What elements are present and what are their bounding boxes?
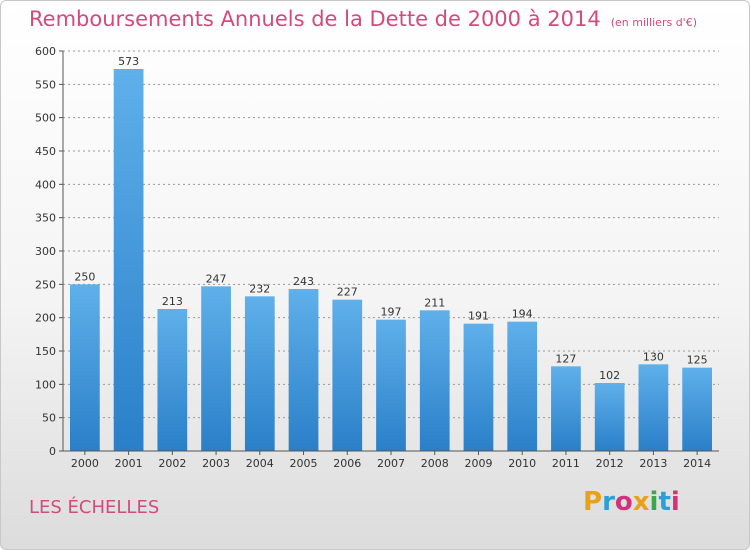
proxiti-logo: Proxiti xyxy=(583,487,680,517)
bar-value-label: 211 xyxy=(424,296,445,309)
bar-value-label: 130 xyxy=(643,350,664,363)
x-tick-label: 2011 xyxy=(552,457,580,470)
bar xyxy=(332,299,363,451)
bar xyxy=(244,296,275,451)
bar-value-label: 194 xyxy=(512,308,533,321)
bar-value-label: 573 xyxy=(118,55,139,68)
y-tick-label: 50 xyxy=(42,412,56,425)
bar-value-label: 227 xyxy=(337,286,358,299)
logo-letter: i xyxy=(649,487,659,517)
bar xyxy=(113,69,144,451)
y-tick-label: 250 xyxy=(35,278,56,291)
bar xyxy=(69,284,100,451)
logo-letter: o xyxy=(614,487,633,517)
bar-value-label: 125 xyxy=(687,354,708,367)
x-tick-label: 2003 xyxy=(202,457,230,470)
x-tick-label: 2005 xyxy=(290,457,318,470)
y-tick-label: 600 xyxy=(35,45,56,58)
bar xyxy=(463,323,494,451)
x-tick-label: 2006 xyxy=(333,457,361,470)
bar xyxy=(157,309,188,451)
x-tick-label: 2014 xyxy=(683,457,711,470)
y-tick-label: 200 xyxy=(35,312,56,325)
bar-value-label: 232 xyxy=(249,282,270,295)
logo-letter: P xyxy=(583,487,603,517)
x-tick-label: 2007 xyxy=(377,457,405,470)
y-tick-label: 350 xyxy=(35,212,56,225)
y-tick-label: 100 xyxy=(35,378,56,391)
chart-title: Remboursements Annuels de la Dette de 20… xyxy=(29,7,697,31)
bar xyxy=(551,366,581,451)
bar-value-label: 191 xyxy=(468,310,489,323)
bar xyxy=(682,367,713,451)
x-tick-label: 2002 xyxy=(158,457,186,470)
x-tick-label: 2001 xyxy=(115,457,143,470)
bar-value-label: 243 xyxy=(293,275,314,288)
bar xyxy=(638,364,669,451)
y-tick-label: 0 xyxy=(49,445,56,458)
x-tick-label: 2010 xyxy=(508,457,536,470)
bars: 250 573 213 247 232 243 227 197 211 191 194 127 102 1… xyxy=(69,55,713,451)
x-tick-label: 2013 xyxy=(639,457,667,470)
bar xyxy=(594,383,625,451)
commune-name: LES ÉCHELLES xyxy=(29,497,160,518)
y-tick-label: 450 xyxy=(35,145,56,158)
axes: 0 50 100 150 200 250 300 350 400 450 500 550 600 2000… xyxy=(35,45,719,470)
y-tick-label: 150 xyxy=(35,345,56,358)
bar-value-label: 197 xyxy=(381,306,402,319)
logo-letter: t xyxy=(658,487,671,517)
bar xyxy=(376,319,406,451)
bar-value-label: 247 xyxy=(206,272,227,285)
x-tick-label: 2008 xyxy=(421,457,449,470)
chart-title-text: Remboursements Annuels de la Dette de 20… xyxy=(29,7,601,31)
bar-value-label: 213 xyxy=(162,295,183,308)
logo-letter: i xyxy=(670,487,680,517)
x-tick-label: 2009 xyxy=(464,457,492,470)
y-tick-label: 300 xyxy=(35,245,56,258)
x-tick-label: 2000 xyxy=(71,457,99,470)
unit-label: (en milliers d'€) xyxy=(610,16,697,29)
x-tick-label: 2012 xyxy=(596,457,624,470)
bar xyxy=(288,289,319,451)
logo-letter: r xyxy=(602,487,615,517)
y-tick-label: 500 xyxy=(35,112,56,125)
y-tick-label: 400 xyxy=(35,178,56,191)
y-tick-label: 550 xyxy=(35,78,56,91)
x-tick-label: 2004 xyxy=(246,457,274,470)
logo-letter: x xyxy=(632,487,650,517)
bar xyxy=(507,321,538,451)
bar-value-label: 102 xyxy=(599,369,620,382)
bar xyxy=(201,286,231,451)
bar xyxy=(419,310,450,451)
bar-value-label: 250 xyxy=(74,270,95,283)
bar-value-label: 127 xyxy=(555,352,576,365)
